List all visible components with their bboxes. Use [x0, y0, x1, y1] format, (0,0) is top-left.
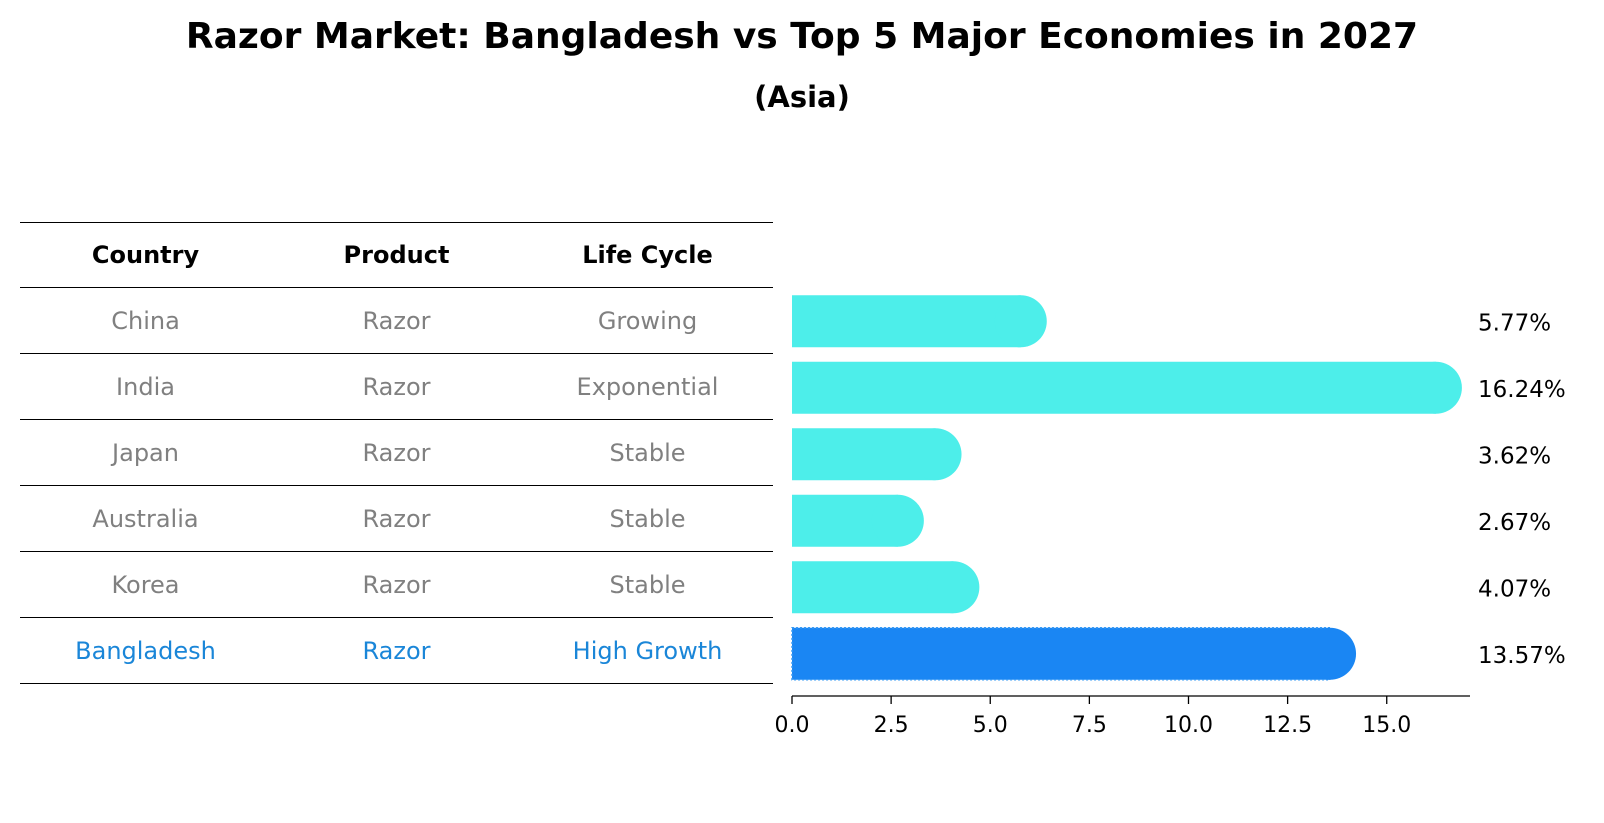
cell-product: Razor [362, 570, 431, 599]
cell-product: Razor [362, 504, 431, 533]
table-row: Korea Razor Stable [20, 552, 773, 618]
value-label-japan: 3.62% [1478, 443, 1551, 469]
table-row-highlight: Bangladesh Razor High Growth [20, 618, 773, 684]
table-row: Australia Razor Stable [20, 486, 773, 552]
bar-cap-korea [927, 561, 980, 614]
cell-product: Razor [362, 636, 431, 665]
x-tick-label: 10.0 [1164, 713, 1213, 738]
cell-country: India [116, 372, 175, 401]
bar-korea [792, 561, 954, 614]
table-row: Japan Razor Stable [20, 420, 773, 486]
bar-china [792, 295, 1021, 348]
cell-country: China [111, 306, 180, 335]
value-label-china: 5.77% [1478, 310, 1551, 336]
cell-life-cycle: Exponential [576, 372, 719, 401]
bar-cap-australia [871, 494, 924, 547]
cell-product: Razor [362, 438, 431, 467]
bar-cap-bangladesh [1304, 627, 1357, 680]
cell-country: Korea [111, 570, 180, 599]
value-label-korea: 4.07% [1478, 576, 1551, 602]
cell-country: Japan [112, 438, 179, 467]
x-tick-label: 7.5 [1072, 713, 1107, 738]
chart-title: Razor Market: Bangladesh vs Top 5 Major … [185, 16, 1419, 57]
cell-life-cycle: Stable [609, 504, 686, 533]
x-tick-label: 12.5 [1263, 713, 1312, 738]
x-tick-label: 2.5 [874, 713, 909, 738]
bar-bangladesh [791, 627, 1331, 681]
x-tick-label: 0.0 [775, 713, 810, 738]
table-header-row: Country Product Life Cycle [20, 222, 773, 288]
cell-life-cycle: Stable [609, 570, 686, 599]
cell-country: Australia [92, 504, 199, 533]
value-label-india: 16.24% [1478, 377, 1566, 403]
header-life-cycle: Life Cycle [582, 241, 713, 269]
value-label-australia: 2.67% [1478, 510, 1551, 536]
value-label-bangladesh: 13.57% [1478, 643, 1566, 669]
x-tick-label: 15.0 [1362, 713, 1411, 738]
bar-cap-india [1409, 361, 1462, 414]
chart-subtitle: (Asia) [754, 80, 850, 114]
table-row: China Razor Growing [20, 288, 773, 354]
bar-cap-japan [909, 428, 962, 481]
cell-product: Razor [362, 372, 431, 401]
cell-life-cycle: Stable [609, 438, 686, 467]
header-country: Country [91, 241, 200, 269]
cell-life-cycle: Growing [597, 306, 698, 335]
cell-product: Razor [362, 306, 431, 335]
table-row: India Razor Exponential [20, 354, 773, 420]
header-product: Product [343, 241, 450, 269]
bar-india [792, 361, 1436, 414]
cell-country: Bangladesh [75, 636, 216, 665]
cell-life-cycle: High Growth [572, 636, 723, 665]
x-tick-label: 5.0 [973, 713, 1008, 738]
bar-cap-china [994, 295, 1047, 348]
country-table: Country Product Life Cycle China Razor G… [20, 222, 773, 684]
